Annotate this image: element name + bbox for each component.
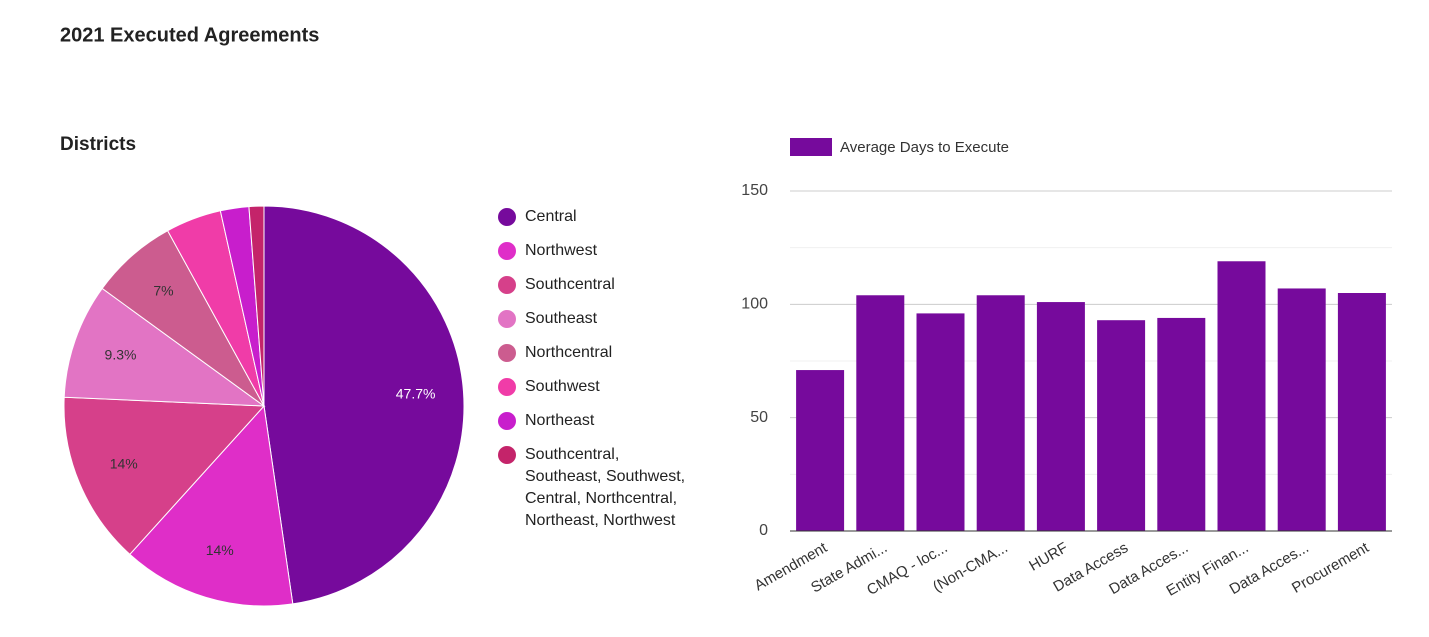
legend-item: Southcentral: [498, 274, 698, 296]
legend-label: Southeast: [525, 310, 598, 327]
bar: [796, 370, 845, 531]
legend-swatch: [498, 446, 516, 464]
legend-swatch: [498, 378, 516, 396]
x-tick-label: HURF: [1026, 539, 1071, 575]
legend-label: Central: [525, 208, 577, 225]
legend-label: Average Days to Execute: [840, 139, 1009, 156]
legend-item: Northeast: [498, 410, 698, 432]
legend-swatch: [498, 242, 516, 260]
legend-swatch: [498, 310, 516, 328]
bar: [1036, 302, 1085, 531]
bar: [1277, 288, 1326, 531]
legend-item: Northcentral: [498, 342, 698, 364]
bar: [976, 295, 1025, 531]
pie-slice: [63, 396, 266, 556]
legend-swatch: [498, 276, 516, 294]
legend-label: Northeast: [525, 412, 595, 429]
pie-legend: Central Northwest Southcentral Southeast Nor…: [498, 206, 698, 544]
pie-slice: [263, 205, 465, 605]
y-tick-label: 100: [741, 296, 768, 313]
legend-label: Northwest: [525, 242, 598, 259]
legend-item: Southcentral, Southeast, Southwest, Cent…: [498, 444, 698, 532]
bar: [1097, 320, 1146, 531]
bar: [1157, 317, 1206, 531]
legend-item: Central: [498, 206, 698, 228]
y-tick-label: 50: [750, 409, 768, 426]
slice-label: 47.7%: [396, 386, 436, 402]
legend-item: Southeast: [498, 308, 698, 330]
bar: [1217, 261, 1266, 531]
legend-label: Southcentral, Southeast, Southwest, Cent…: [525, 446, 686, 529]
pie-slice: [248, 205, 265, 407]
slice-label: 7%: [153, 283, 173, 299]
bar: [916, 313, 965, 531]
legend-item: Southwest: [498, 376, 698, 398]
pie-slice: [63, 287, 266, 407]
legend-label: Southcentral: [525, 276, 615, 293]
legend-label: Southwest: [525, 378, 600, 395]
page-title: 2021 Executed Agreements: [60, 24, 319, 46]
legend-swatch: [790, 138, 832, 156]
legend-swatch: [498, 412, 516, 430]
y-tick-label: 0: [759, 522, 768, 539]
slice-label: 14%: [206, 542, 234, 558]
bar: [1337, 293, 1386, 531]
legend-label: Northcentral: [525, 344, 613, 361]
pie-title: Districts: [60, 134, 136, 155]
pie-slice: [129, 404, 294, 607]
y-tick-label: 150: [741, 182, 768, 199]
bar: [856, 295, 905, 531]
legend-item: Northwest: [498, 240, 698, 262]
slice-label: 9.3%: [105, 347, 137, 363]
legend-swatch: [498, 208, 516, 226]
legend-swatch: [498, 344, 516, 362]
slice-label: 14%: [110, 455, 138, 471]
